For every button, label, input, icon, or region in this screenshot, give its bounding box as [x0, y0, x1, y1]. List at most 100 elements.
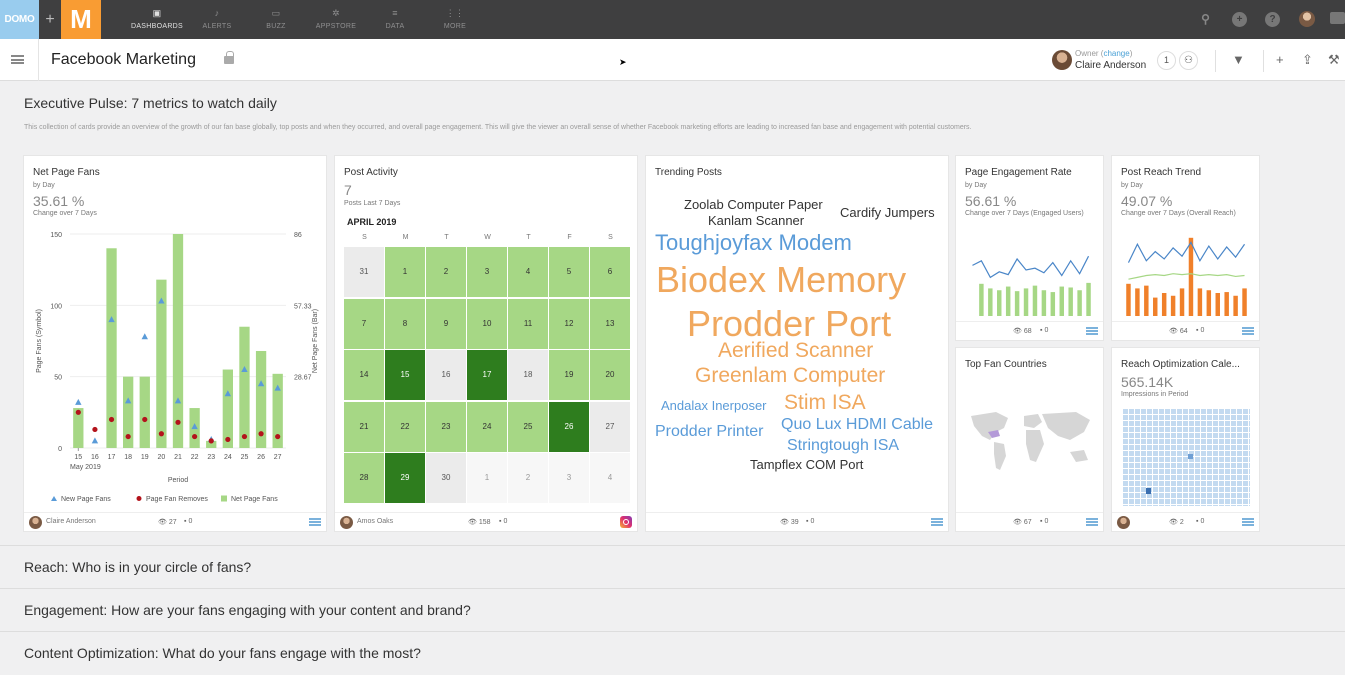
calendar-day[interactable]: 4 [590, 453, 630, 503]
help-icon[interactable]: ? [1265, 12, 1280, 27]
calendar-day[interactable]: 23 [426, 401, 466, 452]
calendar-day[interactable]: 17 [467, 350, 507, 400]
calendar-day[interactable]: 12 [549, 298, 589, 349]
word-cloud-term[interactable]: Zoolab Computer Paper [684, 197, 823, 212]
bar [1041, 290, 1047, 316]
calendar-day[interactable]: 31 [344, 247, 384, 297]
word-cloud-term[interactable]: Prodder Port [687, 303, 892, 344]
nav-dashboards[interactable]: ▣ DASHBOARDS [128, 0, 186, 39]
word-cloud-term[interactable]: Aerified Scanner [718, 339, 874, 362]
card-title: Top Fan Countries [965, 359, 1047, 370]
nav-appstore[interactable]: ✲ APPSTORE [312, 0, 360, 39]
calendar-day[interactable]: 8 [385, 298, 425, 349]
calendar-day[interactable]: 14 [344, 350, 384, 400]
calendar-day[interactable]: 9 [426, 298, 466, 349]
lock-icon[interactable] [224, 51, 234, 64]
calendar-day[interactable]: 27 [590, 401, 630, 452]
add-app-icon[interactable]: + [45, 11, 55, 28]
search-icon[interactable]: ⚲ [1201, 12, 1210, 26]
calendar-day[interactable]: 29 [385, 453, 425, 503]
table-view-icon[interactable] [309, 518, 321, 527]
calendar-day[interactable]: 30 [426, 453, 466, 503]
word-cloud-term[interactable]: Stim ISA [784, 391, 866, 414]
add-user-icon[interactable]: ⚇ [1179, 51, 1198, 70]
app-logo[interactable]: M [61, 0, 101, 39]
calendar-day[interactable]: 19 [549, 350, 589, 400]
share-count-badge[interactable]: 1 [1157, 51, 1176, 70]
word-cloud-term[interactable]: Stringtough ISA [787, 437, 900, 454]
section-engagement[interactable]: Engagement: How are your fans engaging w… [0, 588, 1345, 630]
word-cloud-term[interactable]: Kanlam Scanner [708, 213, 805, 228]
card-post-activity[interactable]: Post Activity 7 Posts Last 7 Days APRIL … [334, 155, 638, 532]
word-cloud-term[interactable]: Andalax Inerposer [661, 398, 767, 413]
word-cloud-term[interactable]: Tampflex COM Port [750, 457, 864, 472]
bar [988, 288, 993, 316]
calendar-day[interactable]: 16 [426, 350, 466, 400]
messages-icon[interactable] [1330, 12, 1345, 24]
table-view-icon[interactable] [1086, 518, 1098, 527]
word-cloud-term[interactable]: Prodder Printer [655, 423, 764, 440]
nav-data[interactable]: ≡ DATA [380, 0, 410, 39]
table-view-icon[interactable] [931, 518, 943, 527]
change-owner-link[interactable]: change [1103, 49, 1130, 58]
card-net-page-fans[interactable]: Net Page Fans by Day 35.61 % Change over… [23, 155, 327, 532]
table-view-icon[interactable] [1086, 327, 1098, 336]
calendar-day[interactable]: 1 [385, 247, 425, 297]
bar-net-page-fans [222, 369, 233, 448]
card-page-engagement-rate[interactable]: Page Engagement Rate by Day 56.61 % Chan… [955, 155, 1104, 341]
card-footer: 👁 39 ▪ 0 [646, 512, 948, 531]
calendar-day[interactable]: 10 [467, 298, 507, 349]
domo-logo[interactable]: DOMO [0, 0, 39, 39]
calendar-day[interactable]: 2 [426, 247, 466, 297]
filter-icon[interactable]: ▼ [1232, 52, 1245, 67]
table-view-icon[interactable] [1242, 518, 1254, 527]
section-reach[interactable]: Reach: Who is in your circle of fans? [0, 545, 1345, 587]
share-icon[interactable]: ⇪ [1302, 52, 1313, 67]
add-icon[interactable]: + [1232, 12, 1247, 27]
card-trending-posts[interactable]: Trending Posts Zoolab Computer Paper Card… [645, 155, 949, 532]
card-subtitle: by Day [965, 182, 987, 189]
calendar-day[interactable]: 7 [344, 298, 384, 349]
calendar-day[interactable]: 24 [467, 401, 507, 452]
calendar-day[interactable]: 26 [549, 401, 589, 452]
calendar-day[interactable]: 3 [549, 453, 589, 503]
word-cloud-term[interactable]: Toughjoyfax Modem [655, 230, 852, 255]
instagram-icon[interactable] [620, 516, 632, 528]
calendar-day[interactable]: 18 [508, 350, 548, 400]
x-tick-label: 17 [108, 454, 116, 461]
section-content-optimization[interactable]: Content Optimization: What do your fans … [0, 631, 1345, 673]
word-cloud-term[interactable]: Cardify Jumpers [840, 205, 935, 220]
add-card-icon[interactable]: + [1276, 52, 1284, 67]
calendar-day[interactable]: 21 [344, 401, 384, 452]
calendar-day[interactable]: 5 [549, 247, 589, 297]
calendar-day[interactable]: 28 [344, 453, 384, 503]
nav-more[interactable]: ⋮⋮ MORE [440, 0, 470, 39]
wrench-icon[interactable]: ⚒ [1328, 52, 1340, 67]
calendar-day[interactable]: 6 [590, 247, 630, 297]
point-new-page-fans [141, 333, 148, 340]
card-reach-optimization-calendar[interactable]: Reach Optimization Cale... 565.14K Impre… [1111, 347, 1260, 532]
calendar-day[interactable]: 3 [467, 247, 507, 297]
calendar-weekday: W [484, 234, 491, 241]
word-cloud-term[interactable]: Quo Lux HDMI Cable [781, 416, 934, 433]
user-avatar[interactable] [1299, 11, 1315, 27]
calendar-day[interactable]: 13 [590, 298, 630, 349]
section-title[interactable]: Executive Pulse: 7 metrics to watch dail… [24, 95, 277, 111]
card-footer: Claire Anderson 👁 27 ▪ 0 [24, 512, 326, 531]
calendar-day[interactable]: 22 [385, 401, 425, 452]
calendar-day[interactable]: 2 [508, 453, 548, 503]
calendar-day[interactable]: 20 [590, 350, 630, 400]
nav-alerts[interactable]: ♪ ALERTS [196, 0, 238, 39]
word-cloud-term[interactable]: Greenlam Computer [695, 364, 886, 387]
calendar-day[interactable]: 11 [508, 298, 548, 349]
calendar-day[interactable]: 4 [508, 247, 548, 297]
word-cloud-term[interactable]: Biodex Memory [656, 259, 907, 300]
menu-icon[interactable] [11, 55, 24, 64]
card-top-fan-countries[interactable]: Top Fan Countries 👁 67 ▪ 0 [955, 347, 1104, 532]
table-view-icon[interactable] [1242, 327, 1254, 336]
nav-buzz[interactable]: ▭ BUZZ [258, 0, 294, 39]
calendar-day[interactable]: 1 [467, 453, 507, 503]
calendar-day[interactable]: 15 [385, 350, 425, 400]
calendar-day[interactable]: 25 [508, 401, 548, 452]
card-post-reach-trend[interactable]: Post Reach Trend by Day 49.07 % Change o… [1111, 155, 1260, 341]
